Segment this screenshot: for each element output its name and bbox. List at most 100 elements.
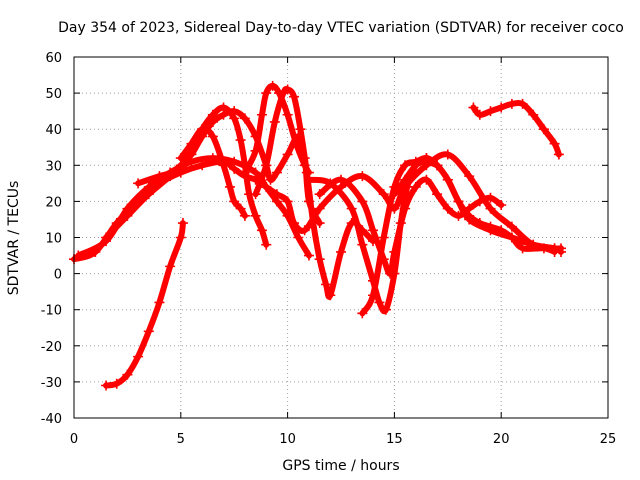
data-point: [506, 232, 517, 243]
data-point: [218, 160, 229, 171]
y-tick-label: 40: [45, 123, 62, 138]
series-line-arc-6: [241, 82, 312, 176]
data-point: [485, 192, 496, 203]
data-point: [250, 189, 261, 200]
x-tick-label: 15: [386, 432, 403, 447]
data-point: [314, 254, 325, 265]
y-tick-label: 60: [45, 51, 62, 66]
data-point: [325, 290, 336, 301]
data-point: [143, 189, 154, 200]
data-point: [421, 153, 432, 164]
data-point: [282, 149, 293, 160]
data-point: [303, 250, 314, 261]
data-point: [321, 279, 332, 290]
data-point: [111, 378, 122, 389]
x-tick-label: 10: [279, 432, 296, 447]
data-point: [282, 84, 293, 95]
data-point: [282, 109, 293, 120]
data-point: [261, 181, 272, 192]
data-point: [224, 181, 235, 192]
data-point: [402, 181, 413, 192]
axes: 0 5 10 15 20 25 -40 -30 -20 -10 0 10 20 30 40 50 60: [41, 51, 617, 447]
x-tick-label: 0: [70, 432, 78, 447]
x-tick-label: 25: [600, 432, 617, 447]
data-point: [474, 196, 485, 207]
data-point: [229, 113, 240, 124]
data-point: [368, 225, 379, 236]
data-point: [207, 131, 218, 142]
data-point: [485, 203, 496, 214]
series-line-arc-12: [470, 99, 562, 158]
data-point: [133, 178, 144, 189]
data-point: [271, 196, 282, 207]
data-point: [175, 153, 186, 164]
data-point: [336, 174, 346, 185]
series-line-arc-7: [252, 86, 376, 300]
data-point: [474, 109, 485, 120]
y-tick-label: 50: [45, 87, 62, 102]
data-point: [410, 181, 421, 192]
data-point: [175, 163, 186, 174]
data-point: [368, 290, 379, 301]
x-tick-label: 20: [493, 432, 510, 447]
data-point: [269, 116, 280, 127]
y-tick-label: -20: [41, 340, 62, 355]
data-point: [293, 232, 304, 243]
data-point: [256, 225, 267, 236]
data-point: [374, 297, 385, 308]
data-point: [235, 203, 246, 214]
data-point: [122, 210, 133, 221]
data-point: [101, 380, 112, 391]
data-point: [250, 167, 261, 178]
data-point: [122, 369, 133, 380]
data-point: [357, 239, 368, 250]
data-point: [229, 196, 240, 207]
data-point: [291, 138, 302, 149]
data-point: [442, 174, 453, 185]
data-point: [261, 160, 272, 171]
data-point: [336, 246, 346, 257]
data-point: [400, 160, 411, 171]
data-point: [314, 203, 325, 214]
data-point: [389, 189, 400, 200]
data-point: [267, 80, 278, 91]
data-point: [207, 153, 218, 164]
data-point: [357, 171, 368, 182]
y-tick-label: 10: [45, 232, 62, 247]
data-point: [453, 210, 464, 221]
data-point: [282, 196, 293, 207]
data-point: [389, 246, 400, 257]
data-point: [496, 200, 507, 211]
y-tick-label: -40: [41, 412, 62, 427]
data-point: [239, 113, 250, 124]
data-point: [73, 250, 84, 261]
data-point: [421, 174, 432, 185]
data-point: [165, 261, 176, 272]
data-point: [496, 225, 507, 236]
data-point: [432, 189, 443, 200]
data-point: [385, 268, 396, 279]
x-axis-label: GPS time / hours: [282, 458, 399, 474]
data-point: [528, 109, 539, 120]
data-point: [250, 210, 261, 221]
data-point: [301, 167, 312, 178]
data-point: [308, 218, 319, 229]
data-point: [538, 124, 549, 135]
data-point: [506, 221, 517, 232]
data-point: [464, 171, 475, 182]
data-point: [154, 297, 165, 308]
data-point: [282, 210, 293, 221]
data-point: [299, 225, 310, 236]
data-point: [229, 156, 240, 167]
data-point: [239, 167, 250, 178]
data-point: [485, 221, 496, 232]
y-tick-label: 0: [54, 268, 62, 283]
data-point: [239, 210, 250, 221]
data-point: [265, 174, 276, 185]
data-point: [289, 91, 300, 102]
series-layer: [69, 80, 567, 391]
data-point: [133, 351, 144, 362]
data-point: [261, 88, 272, 99]
data-point: [101, 232, 112, 243]
